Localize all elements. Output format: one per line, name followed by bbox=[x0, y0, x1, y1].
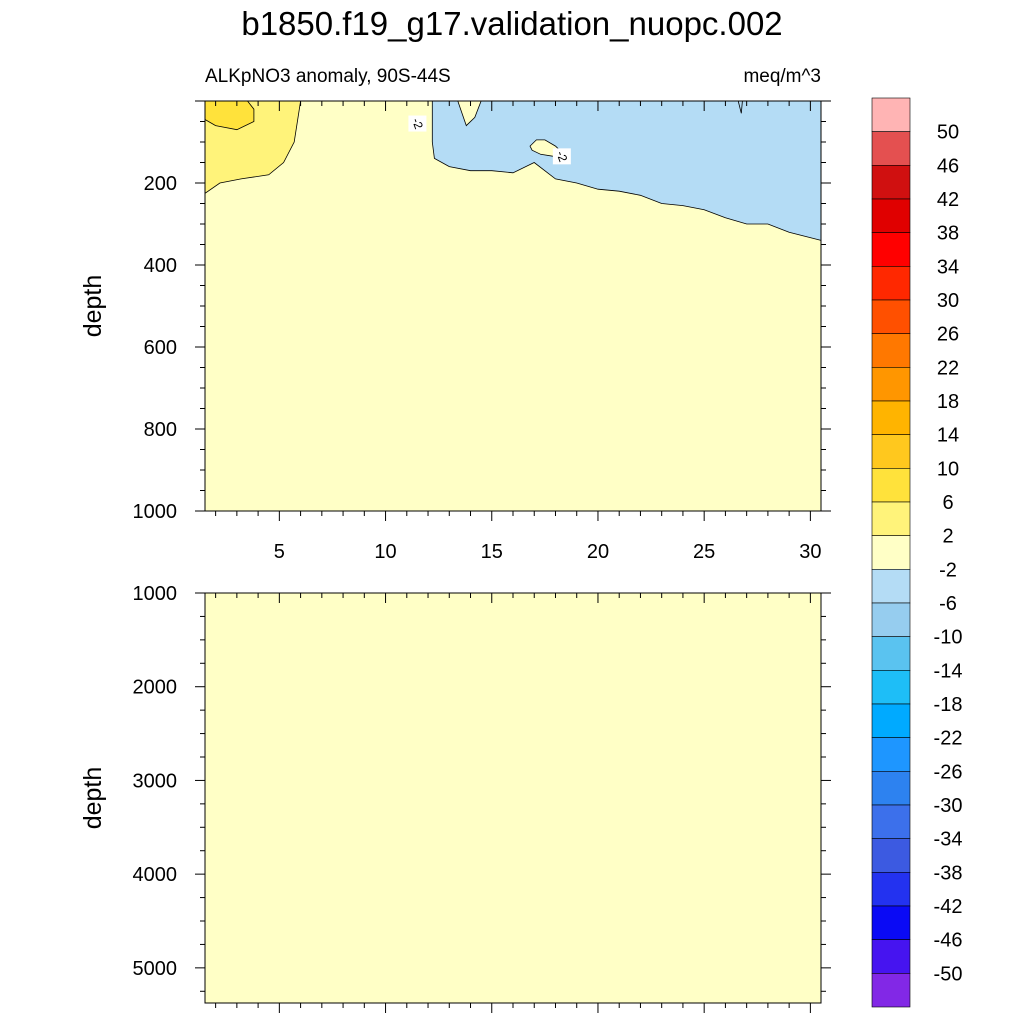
lower-ticks bbox=[195, 592, 831, 1013]
colorbar-label: 46 bbox=[937, 155, 959, 177]
lower-plot-background bbox=[205, 593, 821, 1003]
colorbar-labels: 50 46 42 38 34 30 26 22 18 14 10 6 2 -2 -6 -10 -14 -18 -22… bbox=[934, 122, 963, 986]
colorbar-box bbox=[871, 266, 911, 301]
colorbar-label: -34 bbox=[934, 829, 963, 851]
lower-y-tick-label: 1000 bbox=[133, 583, 178, 605]
upper-contour-region bbox=[204, 100, 255, 131]
colorbar-label: 30 bbox=[937, 290, 959, 312]
lower-y-tick-label: 5000 bbox=[133, 958, 178, 980]
upper-y-tick-label: 400 bbox=[144, 255, 177, 277]
upper-contour-label: -2 bbox=[409, 116, 426, 131]
colorbar-box bbox=[871, 333, 911, 368]
upper-x-tick-label: 15 bbox=[481, 541, 503, 563]
colorbar-box bbox=[871, 299, 911, 334]
upper-x-tick-label: 30 bbox=[799, 541, 821, 563]
colorbar-label: -46 bbox=[934, 930, 963, 952]
colorbar-box bbox=[871, 602, 911, 637]
lower-y-tick-label: 2000 bbox=[133, 677, 178, 699]
lower-y-tick-label: 3000 bbox=[133, 770, 178, 792]
colorbar-label: 38 bbox=[937, 223, 959, 245]
lower-y-tick-label: 4000 bbox=[133, 864, 178, 886]
colorbar-label: -30 bbox=[934, 795, 963, 817]
colorbar-label: 26 bbox=[937, 324, 959, 346]
colorbar-box bbox=[871, 670, 911, 705]
colorbar-box bbox=[871, 468, 911, 503]
colorbar-box bbox=[871, 434, 911, 469]
upper-subtitle-right: meq/m^3 bbox=[743, 66, 821, 87]
colorbar-label: -38 bbox=[934, 862, 963, 884]
upper-y-tick-label: 1000 bbox=[133, 501, 178, 523]
colorbar-box bbox=[871, 232, 911, 267]
colorbar-box bbox=[871, 97, 911, 132]
colorbar-boxes bbox=[871, 97, 911, 1008]
colorbar-label: -14 bbox=[934, 660, 963, 682]
colorbar-label: -10 bbox=[934, 627, 963, 649]
colorbar-label: -18 bbox=[934, 694, 963, 716]
colorbar-box bbox=[871, 905, 911, 940]
upper-contour-labels: -2 -2 bbox=[408, 115, 571, 165]
colorbar-label: 2 bbox=[942, 526, 953, 548]
colorbar-box bbox=[871, 131, 911, 166]
colorbar-label: 14 bbox=[937, 425, 959, 447]
colorbar-box bbox=[871, 165, 911, 200]
lower-tick-labels: 1000 2000 3000 4000 5000 bbox=[133, 583, 178, 980]
colorbar-label: 22 bbox=[937, 357, 959, 379]
colorbar-box bbox=[871, 400, 911, 435]
upper-subtitle-left: ALKpNO3 anomaly, 90S-44S bbox=[205, 66, 451, 87]
upper-x-tick-label: 5 bbox=[274, 541, 285, 563]
colorbar-label: 6 bbox=[942, 492, 953, 514]
colorbar-box bbox=[871, 804, 911, 839]
colorbar-label: 10 bbox=[937, 458, 959, 480]
colorbar-box bbox=[871, 838, 911, 873]
colorbar-box bbox=[871, 973, 911, 1008]
colorbar-box bbox=[871, 569, 911, 604]
colorbar-box bbox=[871, 703, 911, 738]
upper-y-tick-label: 800 bbox=[144, 419, 177, 441]
upper-contour-region bbox=[431, 100, 822, 241]
colorbar-box bbox=[871, 939, 911, 974]
colorbar-label: -50 bbox=[934, 963, 963, 985]
upper-x-tick-label: 10 bbox=[374, 541, 396, 563]
upper-contour-label-box bbox=[408, 115, 427, 132]
colorbar-box bbox=[871, 367, 911, 402]
upper-contour-regions bbox=[204, 100, 822, 241]
colorbar-label: -2 bbox=[939, 559, 957, 581]
upper-panel: ALKpNO3 anomaly, 90S-44S meq/m^3 depth -… bbox=[79, 66, 831, 563]
colorbar-label: 42 bbox=[937, 189, 959, 211]
figure-title: b1850.f19_g17.validation_nuopc.002 bbox=[241, 5, 782, 42]
upper-y-tick-label: 200 bbox=[144, 173, 177, 195]
lower-panel: depth 1000 2000 3000 4000 5000 bbox=[79, 583, 831, 1013]
colorbar-box bbox=[871, 501, 911, 536]
upper-y-axis-label: depth bbox=[79, 275, 107, 338]
colorbar-box bbox=[871, 636, 911, 671]
colorbar-label: -26 bbox=[934, 761, 963, 783]
colorbar: 50 46 42 38 34 30 26 22 18 14 10 6 2 -2 -6 -10 -14 -18 -22… bbox=[871, 97, 963, 1008]
upper-x-tick-label: 20 bbox=[587, 541, 609, 563]
colorbar-label: -22 bbox=[934, 728, 963, 750]
lower-plot-frame bbox=[204, 592, 822, 1004]
upper-tick-labels: 5 10 15 20 25 30 200 400 600 800 1000 bbox=[133, 173, 822, 563]
colorbar-box bbox=[871, 535, 911, 570]
upper-x-tick-label: 25 bbox=[693, 541, 715, 563]
colorbar-box bbox=[871, 737, 911, 772]
upper-y-tick-label: 600 bbox=[144, 337, 177, 359]
colorbar-label: -42 bbox=[934, 896, 963, 918]
lower-y-axis-label: depth bbox=[79, 767, 107, 830]
colorbar-label: 50 bbox=[937, 122, 959, 144]
colorbar-box bbox=[871, 198, 911, 233]
upper-contour-label-box bbox=[552, 148, 571, 165]
colorbar-label: 18 bbox=[937, 391, 959, 413]
upper-contour-label: -2 bbox=[553, 149, 570, 164]
colorbar-label: -6 bbox=[939, 593, 957, 615]
colorbar-box bbox=[871, 771, 911, 806]
upper-ticks bbox=[195, 100, 831, 521]
colorbar-label: 34 bbox=[937, 256, 959, 278]
colorbar-box bbox=[871, 872, 911, 907]
upper-plot-frame bbox=[204, 100, 822, 512]
